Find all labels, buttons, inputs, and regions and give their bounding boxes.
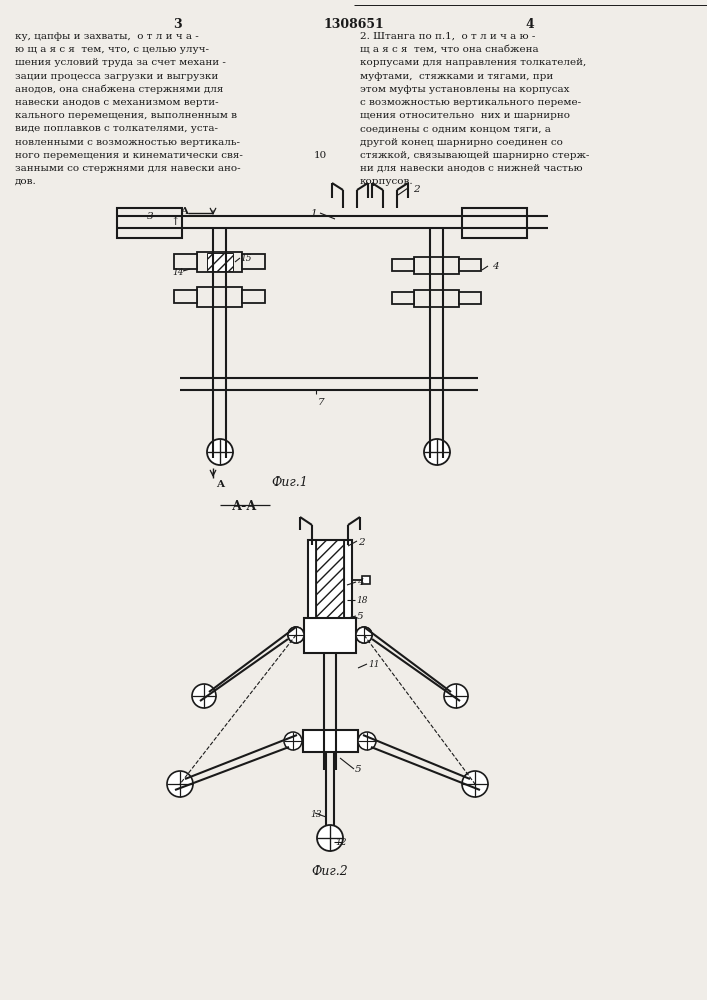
Text: Фиг.1: Фиг.1 [271,476,308,489]
Circle shape [356,627,372,643]
Text: ни для навески анодов с нижней частью: ни для навески анодов с нижней частью [360,164,583,173]
Text: шения условий труда за счет механи -: шения условий труда за счет механи - [15,58,226,67]
Text: анодов, она снабжена стержнями для: анодов, она снабжена стержнями для [15,85,223,94]
Text: муфтами,  стяжками и тягами, при: муфтами, стяжками и тягами, при [360,72,554,81]
Text: виде поплавков с толкателями, уста-: виде поплавков с толкателями, уста- [15,124,218,133]
Text: ку, цапфы и захваты,  о т л и ч а -: ку, цапфы и захваты, о т л и ч а - [15,32,199,41]
Text: 10: 10 [314,151,327,160]
Text: 13: 13 [310,810,322,819]
Text: кального перемещения, выполненным в: кального перемещения, выполненным в [15,111,237,120]
Circle shape [167,771,193,797]
Circle shape [288,627,304,643]
Text: 4: 4 [357,578,363,587]
Bar [242,290,265,303]
Text: A: A [216,480,224,489]
Bar [462,208,527,238]
Circle shape [288,627,304,643]
Text: 3: 3 [173,18,181,31]
Text: 5: 5 [355,765,361,774]
Text: занными со стержнями для навески ано-: занными со стержнями для навески ано- [15,164,240,173]
Circle shape [317,825,343,851]
Text: соединены с одним концом тяги, а: соединены с одним концом тяги, а [360,124,551,133]
Text: Фиг.2: Фиг.2 [312,865,349,878]
Bar [304,618,356,653]
Bar [242,254,265,269]
Bar [117,208,182,238]
Text: 2: 2 [358,538,365,547]
Bar [316,540,344,620]
Text: 12: 12 [335,838,346,847]
Bar [414,257,459,274]
Text: 5: 5 [357,612,363,621]
Bar [414,290,459,307]
Text: 1308651: 1308651 [324,18,385,31]
Text: стяжкой, связывающей шарнирно стерж-: стяжкой, связывающей шарнирно стерж- [360,151,590,160]
Text: новленными с возможностью вертикаль-: новленными с возможностью вертикаль- [15,138,240,147]
Bar [392,292,414,304]
Circle shape [444,684,468,708]
Text: этом муфты установлены на корпусах: этом муфты установлены на корпусах [360,85,570,94]
Bar [459,292,481,304]
Text: 2. Штанга по п.1,  о т л и ч а ю -: 2. Штанга по п.1, о т л и ч а ю - [360,32,535,41]
Text: 4: 4 [525,18,534,31]
Text: ↑: ↑ [171,217,180,227]
Circle shape [358,732,376,750]
Text: дов.: дов. [15,177,37,186]
Text: 11: 11 [368,660,380,669]
Bar [174,290,197,303]
Bar [197,287,242,307]
Circle shape [192,684,216,708]
Text: щения относительно  них и шарнирно: щения относительно них и шарнирно [360,111,570,120]
Bar [207,253,233,271]
Text: 2: 2 [413,185,420,194]
Bar [197,252,242,272]
Bar [303,730,358,752]
Text: 7: 7 [318,398,325,407]
Text: 4: 4 [492,262,498,271]
Bar [392,259,414,271]
Text: ю щ а я с я  тем, что, с целью улуч-: ю щ а я с я тем, что, с целью улуч- [15,45,209,54]
Text: навески анодов с механизмом верти-: навески анодов с механизмом верти- [15,98,218,107]
Circle shape [356,627,372,643]
Circle shape [424,439,450,465]
Bar [316,540,344,620]
Text: другой конец шарнирно соединен со: другой конец шарнирно соединен со [360,138,563,147]
Circle shape [462,771,488,797]
Bar [362,576,370,584]
Circle shape [284,732,302,750]
Bar [174,254,197,269]
Text: 14: 14 [172,268,184,277]
Text: 15: 15 [240,254,252,263]
Text: корпусами для направления толкателей,: корпусами для направления толкателей, [360,58,586,67]
Text: 18: 18 [356,596,368,605]
Text: 1: 1 [310,209,317,218]
Text: с возможностью вертикального переме-: с возможностью вертикального переме- [360,98,581,107]
Bar [459,259,481,271]
Bar [308,540,352,620]
Text: A: A [180,207,188,216]
Text: 3: 3 [147,212,153,221]
Circle shape [207,439,233,465]
Text: зации процесса загрузки и выгрузки: зации процесса загрузки и выгрузки [15,72,218,81]
Text: щ а я с я  тем, что она снабжена: щ а я с я тем, что она снабжена [360,45,539,54]
Text: А-А: А-А [233,500,257,513]
Text: корпусов.: корпусов. [360,177,414,186]
Text: ного перемещения и кинематически свя-: ного перемещения и кинематически свя- [15,151,243,160]
